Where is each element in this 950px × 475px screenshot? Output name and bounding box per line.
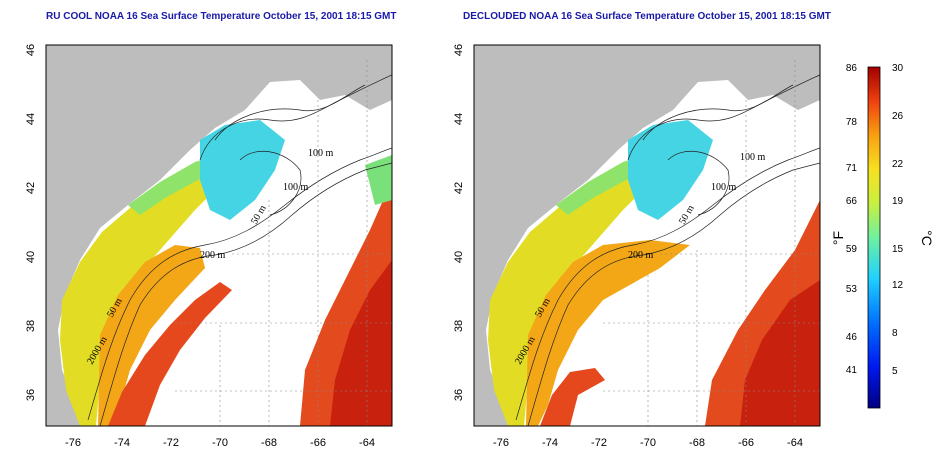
lon-tick: -64 (359, 437, 375, 449)
colorbar-c-label: 30 (892, 63, 904, 74)
lon-tick: -76 (65, 437, 81, 449)
sst-gulfstream (108, 282, 232, 426)
colorbar-f-label: 59 (846, 244, 858, 255)
lat-tick: 42 (25, 182, 37, 194)
land-mass (474, 45, 820, 426)
lon-tick: -76 (493, 437, 509, 449)
colorbar-f-label: 46 (846, 332, 858, 343)
colorbar-f-label: 71 (846, 163, 858, 174)
lat-tick: 42 (453, 182, 465, 194)
contour-label: 100 m (308, 148, 334, 159)
lon-tick: -66 (738, 437, 754, 449)
contour-label: 100 m (711, 182, 737, 193)
lat-tick: 40 (25, 251, 37, 263)
sst-cyan-gulf-maine (628, 120, 713, 220)
colorbar-c-label: 12 (892, 280, 904, 291)
lat-tick: 46 (453, 44, 465, 56)
contour-label: 100 m (740, 152, 766, 163)
sst-deep-red (330, 260, 392, 426)
colorbar-f-label: 41 (846, 365, 858, 376)
map-left: 100 m 100 m 50 m 200 m 50 m 2000 m (46, 45, 392, 426)
lon-axis-left: -76 -74 -72 -70 -68 -66 -64 (65, 437, 375, 449)
contour-label: 200 m (200, 250, 226, 261)
colorbar-f-label: 53 (846, 284, 858, 295)
sst-orange-slope (98, 245, 205, 426)
colorbar-c-label: 26 (892, 111, 904, 122)
sst-cyan-gulf-maine (200, 120, 285, 220)
grid-left (175, 60, 392, 426)
lon-tick: -68 (261, 437, 277, 449)
lon-tick: -74 (114, 437, 130, 449)
colorbar-c-label: 15 (892, 244, 904, 255)
colorbar-f-label: 78 (846, 117, 858, 128)
lat-tick: 36 (25, 389, 37, 401)
map-right: 100 m 100 m 50 m 200 m 50 m 2000 m (474, 45, 820, 426)
map-title-right: DECLOUDED NOAA 16 Sea Surface Temperatur… (463, 11, 831, 22)
lon-tick: -70 (212, 437, 228, 449)
lat-tick: 38 (453, 320, 465, 332)
lon-tick: -72 (591, 437, 607, 449)
colorbar-f-label: 86 (846, 63, 858, 74)
map-frame-right (473, 44, 821, 427)
unit-celsius: °C (919, 230, 935, 246)
bathymetry-contours (87, 74, 392, 426)
lat-tick: 40 (453, 251, 465, 263)
unit-fahrenheit: °F (830, 231, 846, 245)
colorbar-c-label: 22 (892, 159, 904, 170)
sst-deep-red (740, 280, 820, 426)
bathymetry-contours (515, 74, 820, 426)
lat-tick: 46 (25, 44, 37, 56)
sst-gulfstream (540, 368, 605, 426)
lon-tick: -64 (787, 437, 803, 449)
lon-tick: -68 (689, 437, 705, 449)
colorbar-f-label: 66 (846, 196, 858, 207)
lat-axis-right: 36 38 40 42 44 46 (453, 44, 465, 401)
colorbar-c-label: 8 (892, 328, 898, 339)
land-mass (46, 45, 392, 426)
lat-axis-left: 36 38 40 42 44 46 (25, 44, 37, 401)
map-title-left: RU COOL NOAA 16 Sea Surface Temperature … (46, 11, 397, 22)
contour-label: 100 m (283, 182, 309, 193)
colorbar-gradient (867, 66, 881, 409)
grid-right (603, 60, 820, 426)
map-frame-left (45, 44, 393, 427)
lon-tick: -66 (310, 437, 326, 449)
lon-tick: -74 (542, 437, 558, 449)
contour-label: 200 m (628, 250, 654, 261)
colorbar-c-label: 19 (892, 196, 904, 207)
lat-tick: 44 (25, 113, 37, 125)
lon-axis-right: -76 -74 -72 -70 -68 -66 -64 (493, 437, 803, 449)
lon-tick: -72 (163, 437, 179, 449)
lon-tick: -70 (640, 437, 656, 449)
sst-green-nova-scotia (365, 155, 392, 205)
colorbar-c-label: 5 (892, 366, 898, 377)
lat-tick: 44 (453, 113, 465, 125)
lat-tick: 38 (25, 320, 37, 332)
colorbar: 86 78 71 66 59 53 46 41 30 26 22 19 15 1… (830, 63, 935, 409)
lat-tick: 36 (453, 389, 465, 401)
